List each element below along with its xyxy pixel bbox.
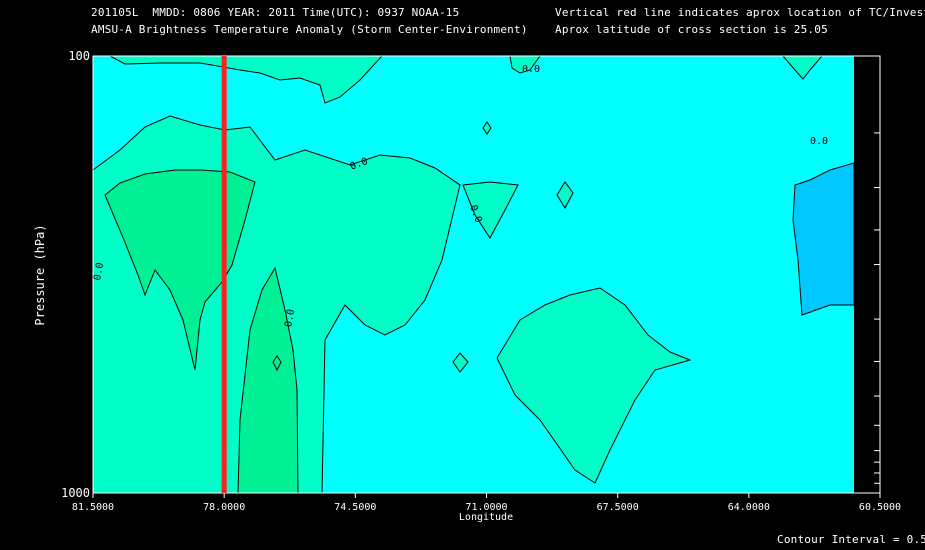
x-tick-label: 71.0000: [465, 502, 507, 513]
x-tick-label: 74.5000: [334, 502, 376, 513]
x-axis: 81.5000 78.0000 74.5000 71.0000 67.5000 64.00…: [72, 493, 901, 513]
contour-region-positive-small-2: [482, 121, 492, 135]
y-axis-title: Pressure (hPa): [33, 224, 47, 325]
contour-region-positive-top-mid: [509, 56, 541, 74]
contour-interval-text: Contour Interval = 0.5K: [777, 533, 925, 546]
x-axis-title: Longitude: [459, 512, 513, 523]
contour-region-positive-mid: [462, 181, 519, 239]
contour-region-strong-upper: [104, 169, 256, 371]
contour-region-positive-top-left: [109, 56, 383, 104]
contour-region-strong-small: [272, 355, 282, 372]
x-tick-label: 60.5000: [859, 502, 901, 513]
contour-region-positive-lower-right: [496, 287, 692, 484]
header-line2-right: Aprox latitude of cross section is 25.05: [555, 23, 828, 36]
contour-region-positive-top-right: [782, 56, 823, 80]
x-tick-label: 81.5000: [72, 502, 114, 513]
header-line1-left: 201105L MMDD: 0806 YEAR: 2011 Time(UTC):…: [91, 6, 460, 19]
no-data-strip: [854, 56, 880, 493]
y-axis: 100 1000: [61, 49, 880, 500]
contour-region-positive-small-1: [556, 181, 574, 210]
contour-region-positive-small-3: [452, 352, 469, 373]
contour-region-strong-lower: [237, 266, 299, 493]
contour-label: 0.0: [810, 136, 828, 147]
contour-label: 0.0: [522, 64, 540, 75]
contour-label: 0.0: [283, 308, 297, 328]
y-tick-label: 1000: [61, 486, 90, 500]
x-tick-label: 67.5000: [597, 502, 639, 513]
x-tick-label: 64.0000: [728, 502, 770, 513]
contour-region-negative: [792, 162, 854, 316]
header-line1-right: Vertical red line indicates aprox locati…: [555, 6, 925, 19]
x-tick-label: 78.0000: [203, 502, 245, 513]
chart-title: AMSU-A Brightness Temperature Anomaly (S…: [91, 23, 528, 36]
contour-label: 0.0: [92, 262, 106, 282]
y-tick-label: 100: [68, 49, 90, 63]
